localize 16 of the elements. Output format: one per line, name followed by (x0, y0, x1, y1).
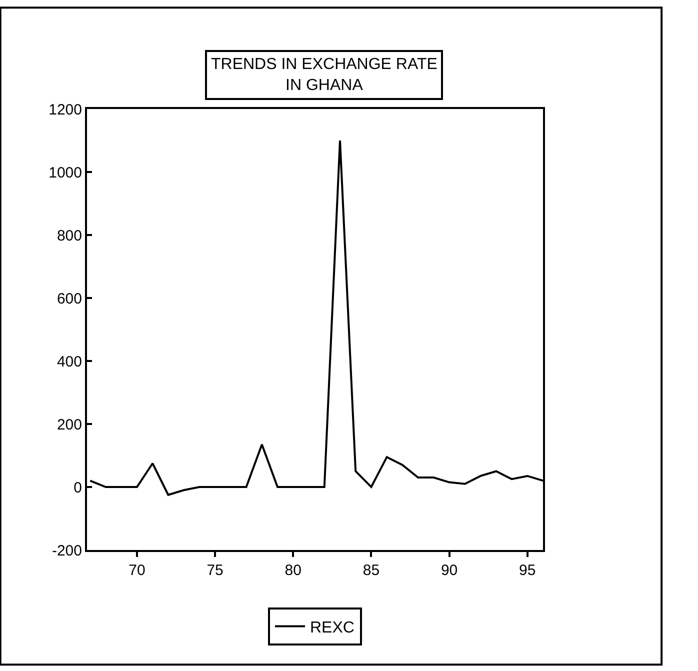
y-tick-label: 1000 (48, 164, 82, 182)
x-tick-label: 85 (362, 562, 380, 579)
y-tick-label: 200 (56, 416, 82, 434)
x-tick-label: 90 (440, 562, 458, 579)
y-tick-label: 800 (56, 227, 82, 244)
y-tick-label: 0 (74, 479, 82, 496)
y-tick-label: -200 (52, 542, 82, 560)
y-tick-label: 400 (56, 353, 82, 370)
x-tick-label: 75 (206, 562, 224, 579)
x-tick-label: 70 (128, 562, 146, 579)
y-tick-label: 1200 (48, 101, 82, 118)
x-tick-label: 80 (284, 562, 302, 579)
x-tick-label: 95 (519, 562, 536, 579)
chart-title: TRENDS IN EXCHANGE RATE IN GHANA (211, 56, 438, 94)
y-tick-label: 600 (56, 290, 82, 308)
legend-label: REXC (310, 619, 354, 636)
